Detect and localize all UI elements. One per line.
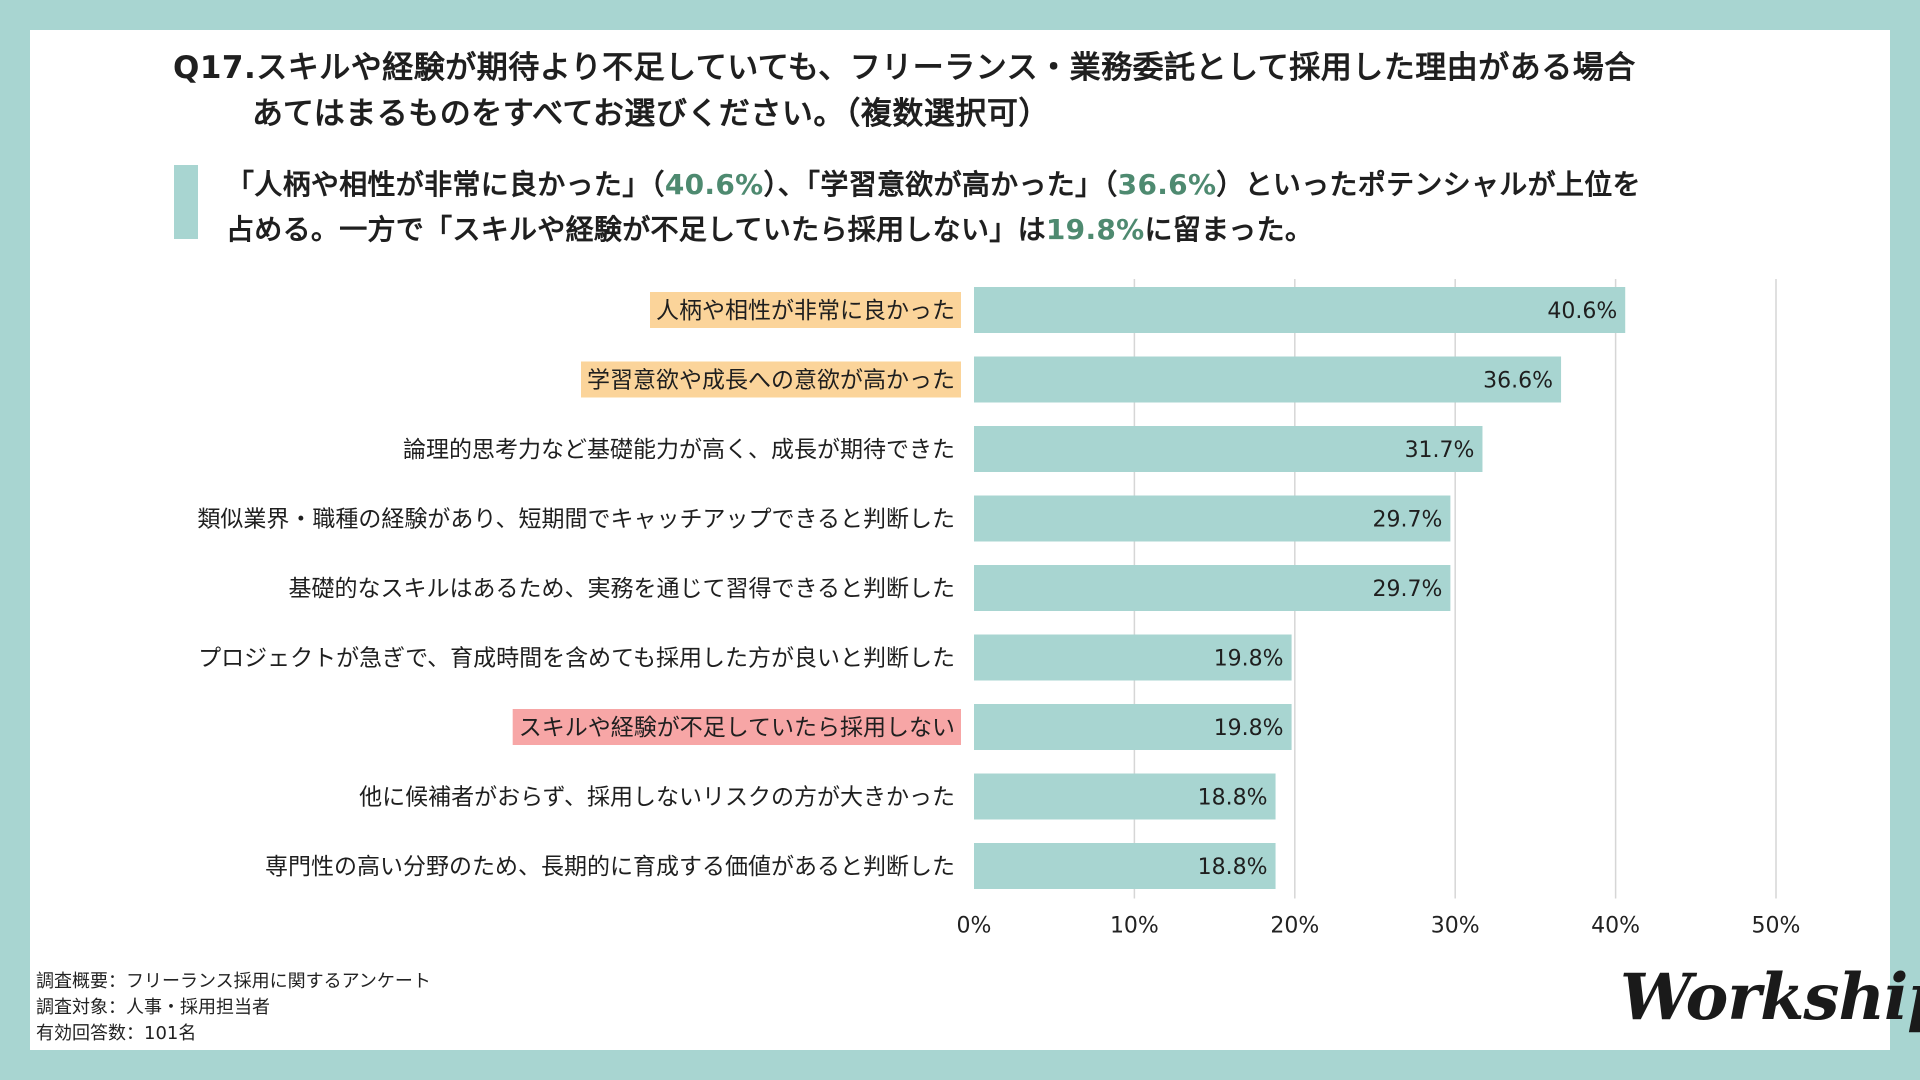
- slide-card: Q17.スキルや経験が期待より不足していても、フリーランス・業務委託として採用し…: [30, 30, 1920, 1050]
- category-highlight: [581, 361, 961, 398]
- bar: [974, 287, 1626, 333]
- summary-accent-bar: [174, 165, 198, 239]
- bar-value-label: 29.7%: [1372, 577, 1442, 602]
- category-label: スキルや経験が不足していたら採用しない: [519, 715, 955, 741]
- bar: [974, 704, 1292, 750]
- bar: [974, 356, 1562, 403]
- category-label: プロジェクトが急ぎで、育成時間を含めても採用した方が良いと判断した: [198, 646, 955, 672]
- survey-overview-note: 調査概要：フリーランス採用に関するアンケート: [36, 971, 431, 992]
- category-highlight: [650, 292, 961, 328]
- bar-value-label: 18.8%: [1198, 855, 1268, 880]
- bar-value-label: 40.6%: [1547, 299, 1617, 324]
- category-label: 類似業界・職種の経験があり、短期間でキャッチアップできると判断した: [197, 507, 955, 533]
- category-label: 専門性の高い分野のため、長期的に育成する価値があると判断した: [265, 854, 955, 880]
- summary-value: 36.6%: [1117, 168, 1217, 201]
- question-title-line-2: あてはまるものをすべてお選びください。（複数選択可）: [252, 96, 1050, 132]
- summary-line-1: 「人柄や相性が非常に良かった」（40.6%）、「学習意欲が高かった」（36.6%…: [226, 163, 1641, 203]
- survey-target-note: 調査対象：人事・採用担当者: [36, 997, 270, 1018]
- summary-text: ）といったポテンシャルが上位を: [1216, 168, 1641, 201]
- summary-text: に留まった。: [1144, 213, 1314, 246]
- summary-line-2: 占める。一方で「スキルや経験が不足していたら採用しない」は19.8%に留まった。: [226, 208, 1313, 248]
- bar: [974, 495, 1451, 542]
- summary-value: 40.6%: [664, 168, 764, 201]
- category-label: 学習意欲や成長への意欲が高かった: [587, 368, 955, 394]
- x-tick-label: 40%: [1591, 914, 1640, 939]
- bar: [974, 565, 1451, 611]
- bar-value-label: 36.6%: [1483, 369, 1553, 394]
- x-tick-label: 20%: [1270, 914, 1319, 939]
- summary-text: 「人柄や相性が非常に良かった」（: [226, 168, 665, 201]
- bar-value-label: 18.8%: [1198, 786, 1268, 811]
- summary-text: ）、「学習意欲が高かった」（: [763, 168, 1118, 201]
- category-label: 基礎的なスキルはあるため、実務を通じて習得できると判断した: [288, 576, 955, 602]
- bar: [974, 773, 1276, 820]
- bar: [974, 634, 1292, 681]
- bar-value-label: 29.7%: [1372, 508, 1442, 533]
- question-title-line-1: Q17.スキルや経験が期待より不足していても、フリーランス・業務委託として採用し…: [173, 50, 1636, 86]
- bar-chart: 0% 10% 20% 30% 40% 50% 40.6% 人柄や相性が非常に良かった 36.6%…: [197, 279, 1801, 939]
- category-highlight: [512, 709, 961, 745]
- x-tick-label: 30%: [1431, 914, 1480, 939]
- x-tick-label: 0%: [957, 914, 992, 939]
- bar: [974, 843, 1276, 889]
- bar-value-label: 19.8%: [1214, 647, 1284, 672]
- bar: [974, 426, 1483, 472]
- x-tick-label: 50%: [1752, 914, 1801, 939]
- category-label: 他に候補者がおらず、採用しないリスクの方が大きかった: [359, 785, 955, 811]
- workship-logo: Workship: [1620, 960, 1920, 1035]
- bar-value-label: 19.8%: [1214, 716, 1284, 741]
- summary-text: 占める。一方で「スキルや経験が不足していたら採用しない」は: [226, 213, 1046, 246]
- x-tick-label: 10%: [1110, 914, 1159, 939]
- bar-value-label: 31.7%: [1405, 438, 1475, 463]
- respondents-note: 有効回答数：101名: [36, 1023, 197, 1044]
- summary-value: 19.8%: [1045, 213, 1145, 246]
- category-label: 論理的思考力など基礎能力が高く、成長が期待できた: [403, 437, 955, 463]
- category-label: 人柄や相性が非常に良かった: [656, 298, 955, 324]
